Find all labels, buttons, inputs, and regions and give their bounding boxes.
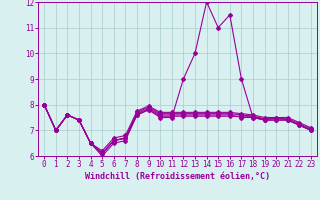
X-axis label: Windchill (Refroidissement éolien,°C): Windchill (Refroidissement éolien,°C) — [85, 172, 270, 181]
